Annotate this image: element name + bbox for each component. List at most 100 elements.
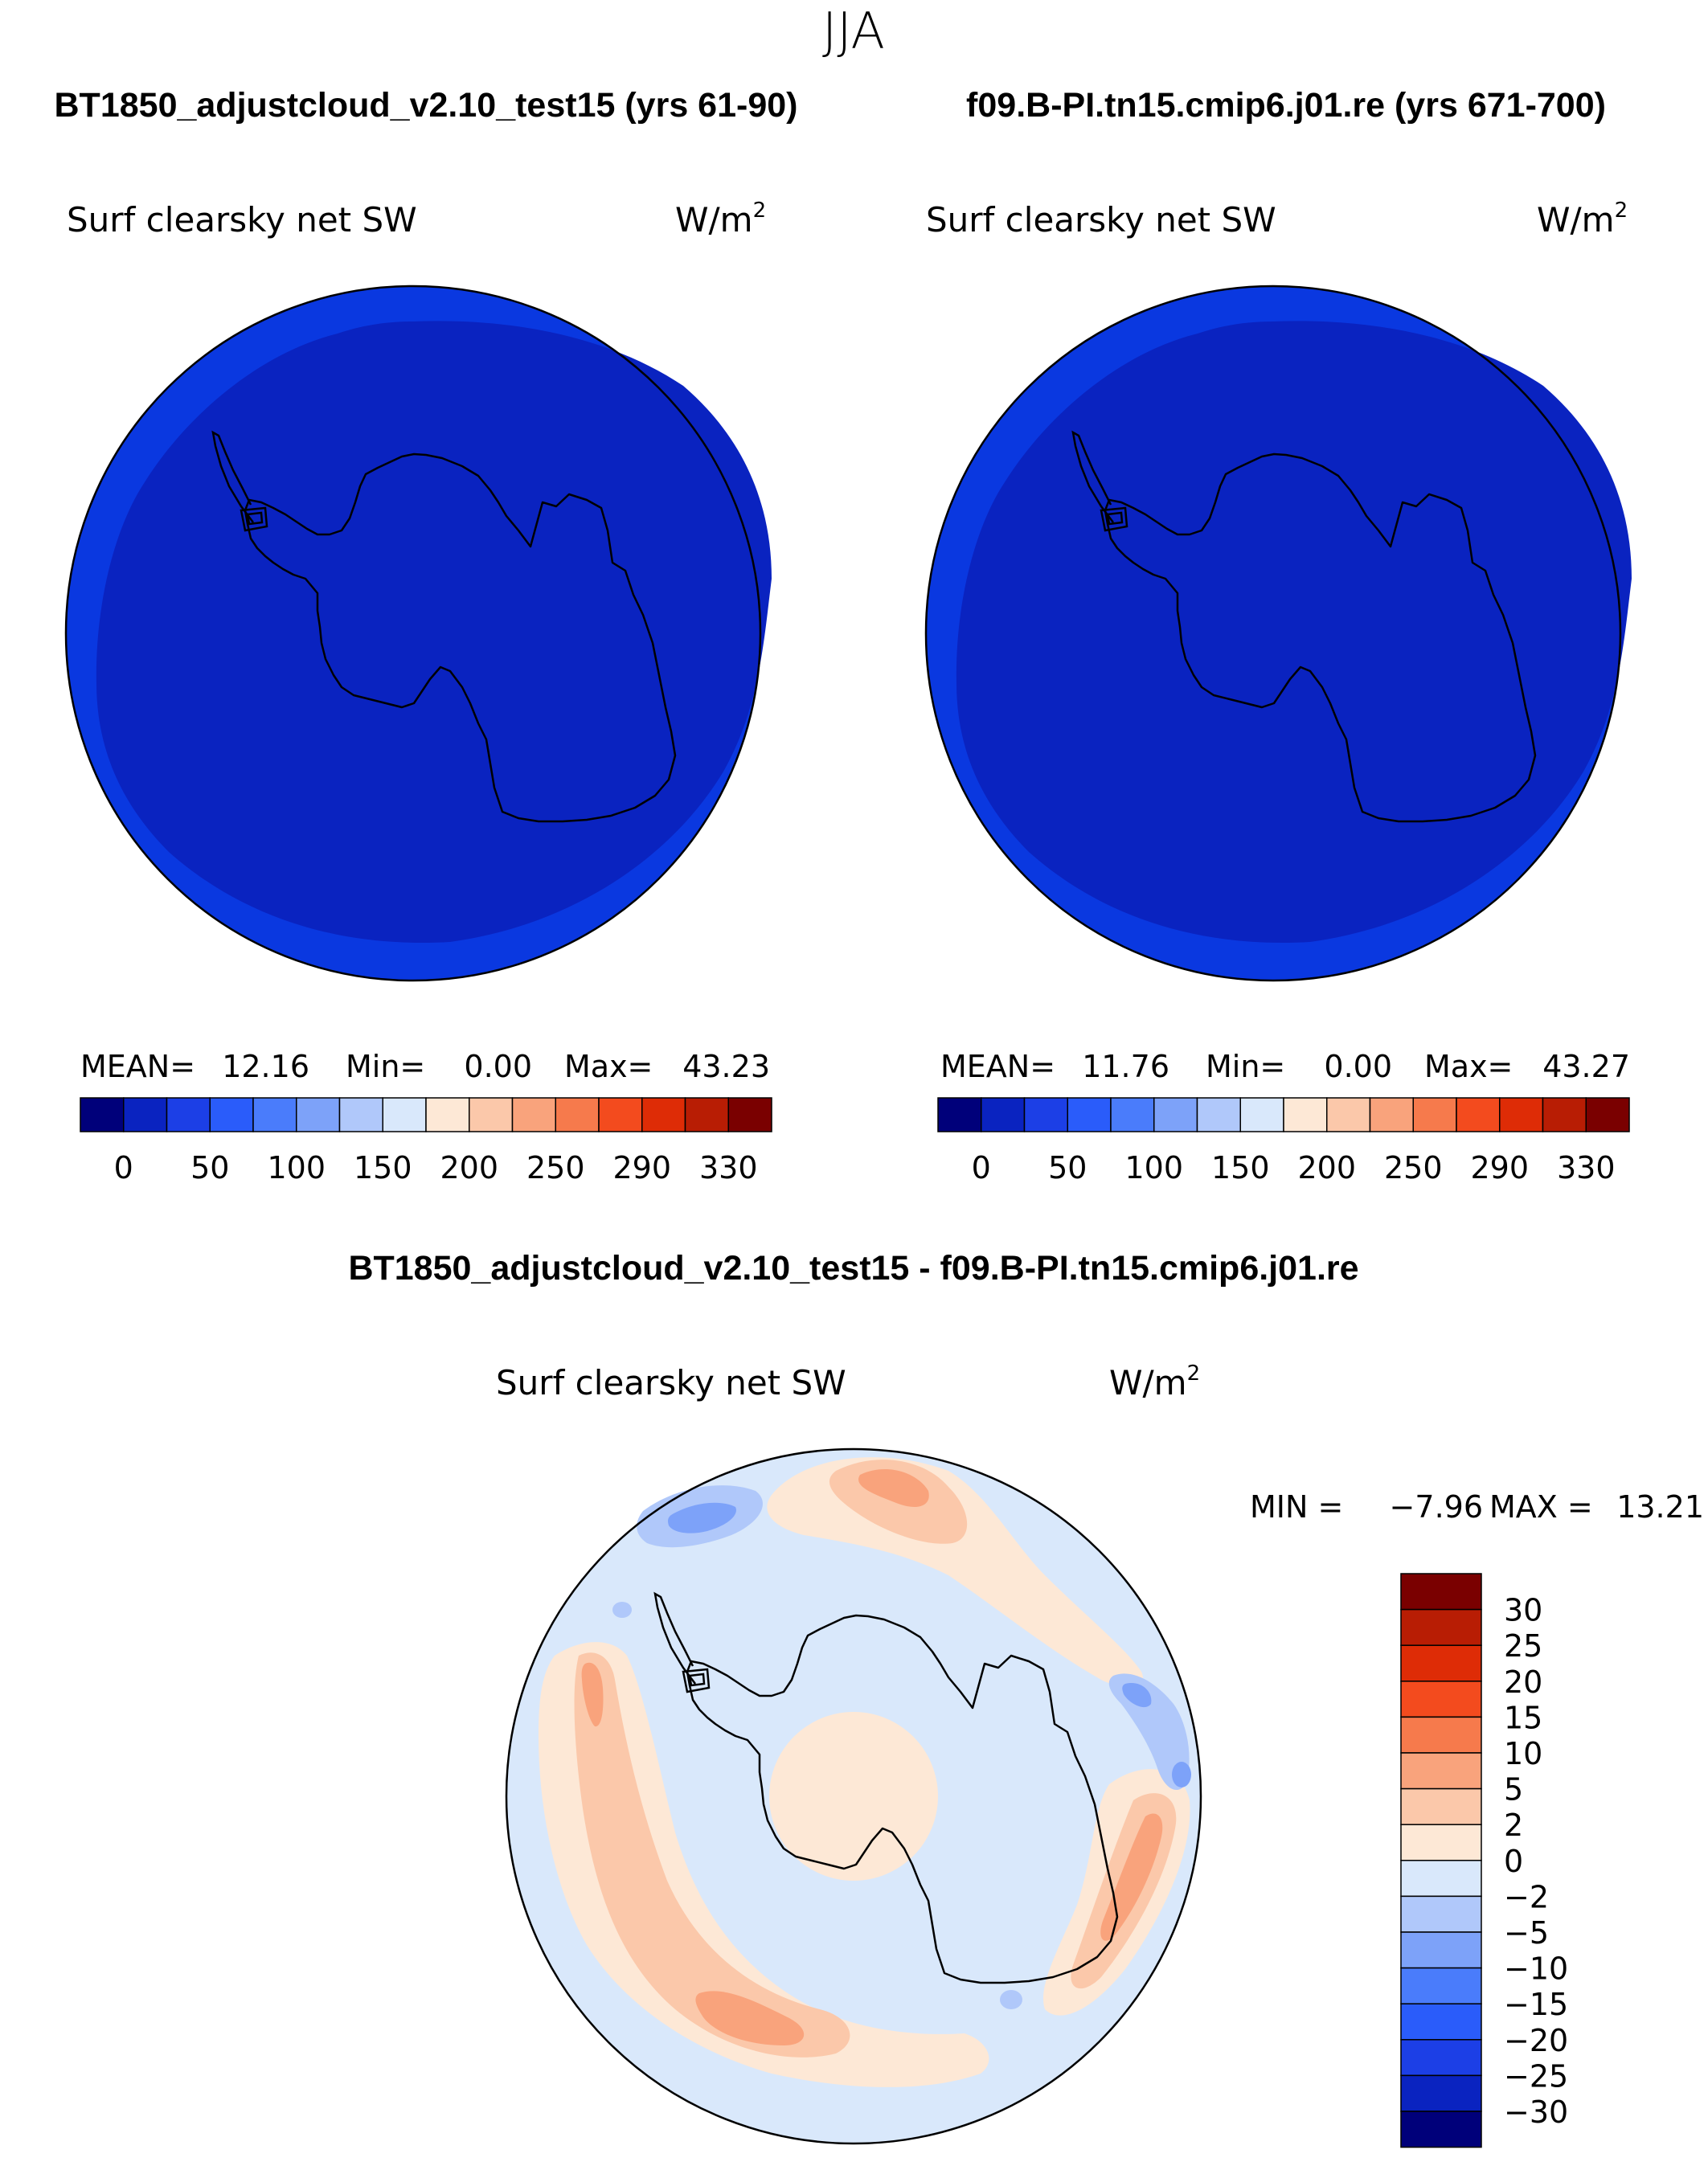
panel-left-variable: Surf clearsky net SW [67, 200, 417, 240]
colorbar-right-tick-label: 100 [1124, 1150, 1183, 1185]
colorbar-right-swatch [1283, 1097, 1328, 1132]
colorbar-left-swatch [555, 1097, 600, 1132]
diff-colorbar-tick-label: 0 [1504, 1844, 1523, 1879]
diff-colorbar-swatch [1400, 1931, 1482, 1969]
panel-right-case-title: f09.B-PI.tn15.cmip6.j01.re (yrs 671-700) [966, 86, 1606, 125]
diff-colorbar-tick-label: −2 [1504, 1879, 1549, 1914]
panel-left-stats: MEAN= 12.16 Min= 0.00 Max= 43.23 [80, 1049, 770, 1084]
diff-colorbar-tick-label: 20 [1504, 1664, 1542, 1700]
diff-colorbar-tick-label: 5 [1504, 1772, 1523, 1808]
negative-core-east [1122, 1683, 1152, 1708]
colorbar-right-swatch [1110, 1097, 1155, 1132]
diff-min-value: −7.96 [1390, 1489, 1483, 1525]
colorbar-left-swatch [598, 1097, 643, 1132]
negative-spot-south [1000, 1990, 1022, 2009]
colorbar-left-swatch [727, 1097, 772, 1132]
colorbar-left-tick-label: 50 [190, 1150, 229, 1185]
diff-colorbar-tick-label: −15 [1504, 1987, 1568, 2022]
diff-colorbar-swatch [1400, 1895, 1482, 1933]
diff-colorbar-swatch [1400, 2003, 1482, 2041]
diff-max-value: 13.21 [1616, 1489, 1704, 1525]
panel-right-variable: Surf clearsky net SW [926, 200, 1276, 240]
colorbar-left-swatch [338, 1097, 383, 1132]
map-boundary [505, 1447, 1202, 2145]
diff-colorbar-tick-label: 30 [1504, 1593, 1542, 1628]
colorbar-left-swatch [469, 1097, 514, 1132]
colorbar-left-swatch [511, 1097, 556, 1132]
colorbar-left-swatch [382, 1097, 427, 1132]
colorbar-right-tick-label: 150 [1211, 1150, 1270, 1185]
colorbar-left-swatch [123, 1097, 168, 1132]
panel-left-units: W/m2 [675, 199, 766, 240]
colorbar-left-swatch [166, 1097, 211, 1132]
colorbar-left-swatch [684, 1097, 729, 1132]
diff-colorbar-tick-label: −30 [1504, 2094, 1568, 2130]
negative-spot-west [612, 1602, 632, 1618]
colorbar-right-swatch [1412, 1097, 1457, 1132]
colorbar-right-tick-label: 200 [1297, 1150, 1356, 1185]
diff-colorbar-swatch [1400, 1752, 1482, 1790]
diff-colorbar-tick-label: −10 [1504, 1951, 1568, 1987]
colorbar-left-tick-label: 150 [354, 1150, 412, 1185]
map-boundary [924, 285, 1622, 982]
colorbar-right-swatch [1585, 1097, 1630, 1132]
diff-colorbar-swatch [1400, 2074, 1482, 2112]
colorbar-left-swatch [425, 1097, 470, 1132]
diff-map [505, 1447, 1202, 2145]
colorbar-left-swatch [209, 1097, 254, 1132]
min-value: 0.00 [1324, 1049, 1392, 1084]
diff-colorbar-swatch [1400, 1644, 1482, 1682]
colorbar-right-tick-label: 250 [1384, 1150, 1443, 1185]
diff-panel: BT1850_adjustcloud_v2.10_test15 - f09.B-… [348, 1249, 1704, 2148]
panel-left: BT1850_adjustcloud_v2.10_test15 (yrs 61-… [55, 86, 798, 1185]
diff-colorbar-swatch [1400, 1716, 1482, 1754]
colorbar-left-tick-label: 200 [440, 1150, 498, 1185]
min-label: Min= [346, 1049, 425, 1084]
colorbar-right-swatch [1456, 1097, 1501, 1132]
min-label: Min= [1206, 1049, 1285, 1084]
diff-max-label: MAX = [1489, 1489, 1593, 1525]
map-boundary [64, 285, 762, 982]
diff-colorbar-tick-label: −25 [1504, 2058, 1568, 2094]
diff-variable: Surf clearsky net SW [496, 1363, 846, 1402]
colorbar-right-swatch [1369, 1097, 1414, 1132]
colorbar-left-tick-label: 100 [267, 1150, 326, 1185]
max-label: Max= [564, 1049, 653, 1084]
colorbar-right-swatch [1239, 1097, 1284, 1132]
diff-colorbar-tick-label: 15 [1504, 1700, 1542, 1735]
diff-minmax: MIN = −7.96 MAX = 13.21 [1250, 1489, 1704, 1525]
colorbar-right-swatch [981, 1097, 1026, 1132]
diff-colorbar-swatch [1400, 1608, 1482, 1646]
diff-colorbar-swatch [1400, 1967, 1482, 2004]
colorbar-right-swatch [1196, 1097, 1241, 1132]
mean-label: MEAN= [940, 1049, 1055, 1084]
colorbar-right-tick-label: 290 [1470, 1150, 1529, 1185]
min-value: 0.00 [464, 1049, 532, 1084]
colorbar-right-swatch [1499, 1097, 1544, 1132]
diff-colorbar-tick-label: 10 [1504, 1736, 1542, 1771]
colorbar-right-swatch [1067, 1097, 1112, 1132]
diff-colorbar-tick-label: 25 [1504, 1628, 1542, 1664]
mean-label: MEAN= [80, 1049, 195, 1084]
diff-title: BT1850_adjustcloud_v2.10_test15 - f09.B-… [348, 1249, 1358, 1288]
diff-colorbar-tick-label: 2 [1504, 1808, 1523, 1843]
panel-right: f09.B-PI.tn15.cmip6.j01.re (yrs 671-700)… [924, 86, 1632, 1185]
colorbar-left-swatch [252, 1097, 297, 1132]
panel-left-colorbar: 0 50 100 150 200 250 290 330 [80, 1097, 772, 1185]
diff-colorbar-swatch [1400, 1573, 1482, 1611]
diff-colorbar-tick-label: −20 [1504, 2023, 1568, 2058]
colorbar-left-tick-label: 290 [612, 1150, 671, 1185]
panel-left-map [64, 285, 772, 982]
diff-colorbar-swatch [1400, 1824, 1482, 1861]
positive-mid-west [574, 1652, 850, 2057]
colorbar-left-tick-label: 330 [699, 1150, 758, 1185]
diff-colorbar-swatch [1400, 1681, 1482, 1718]
diff-min-label: MIN = [1250, 1489, 1343, 1525]
colorbar-left-swatch [641, 1097, 686, 1132]
max-value: 43.23 [682, 1049, 770, 1084]
positive-strong-southwest [695, 1991, 805, 2045]
colorbar-left-swatch [80, 1097, 125, 1132]
colorbar-right-swatch [1326, 1097, 1371, 1132]
